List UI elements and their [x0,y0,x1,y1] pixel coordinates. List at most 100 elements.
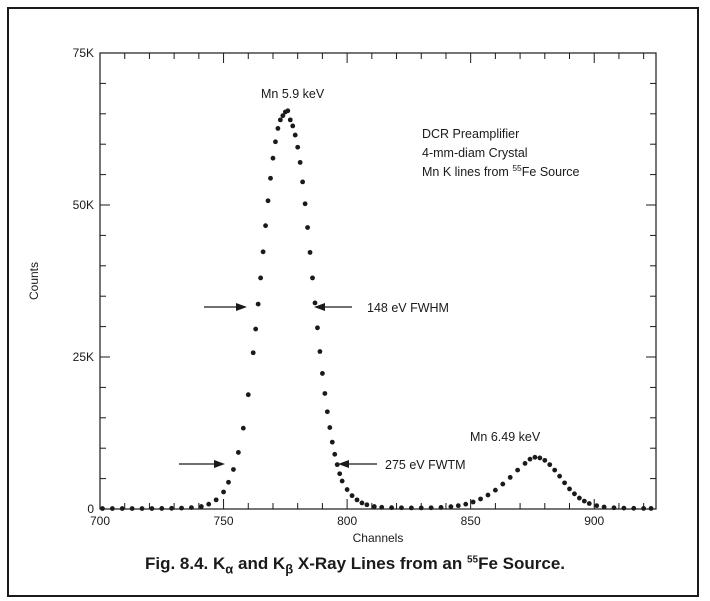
x-tick-label: 900 [584,514,604,528]
x-tick-label: 800 [337,514,357,528]
fwtm-annotation: 275 eV FWTM [179,458,466,472]
y-tick-label: 0 [87,502,94,516]
data-point [273,139,278,145]
data-point [354,497,360,503]
x-tick-label: 850 [461,514,481,528]
fwhm-arrow-right-head [314,303,325,311]
caption-suffix: Fe Source. [478,554,566,573]
data-point [339,478,345,484]
fwhm-arrow-left-head [236,303,247,311]
y-axis-label: Counts [27,262,41,300]
y-tick-label: 50K [73,198,94,212]
data-point [567,486,572,492]
data-point [631,505,637,511]
data-point [478,496,483,502]
data-point [507,474,513,480]
data-point [428,505,434,511]
info-line-preamplifier: DCR Preamplifier [422,127,519,141]
info-line-source: Mn K lines from 55Fe Source [422,163,579,179]
data-point [581,498,587,504]
caption-middle: X-Ray Lines from an [293,554,467,573]
info-box-text: DCR Preamplifier 4-mm-diam Crystal Mn K … [422,127,579,179]
y-tick-label: 25K [73,350,94,364]
data-point [268,175,273,181]
data-point [438,505,444,510]
data-point [371,504,377,509]
data-point [235,450,241,455]
data-point [290,123,296,129]
plot-area-border [99,52,657,510]
x-axis-label: Channels [353,531,404,545]
data-point [179,505,184,511]
data-point [287,117,293,123]
data-point [302,201,308,207]
info-line-source-prefix: Mn K lines from [422,165,512,179]
caption-beta: β [285,561,294,577]
figure-caption: Fig. 8.4. Kα and Kβ X-Ray Lines from an … [9,554,701,576]
peak-label-mn-6-49-kev: Mn 6.49 keV [470,430,541,444]
data-point [100,506,105,511]
data-point [263,223,268,229]
data-point [169,505,175,511]
data-point [277,117,283,123]
data-point [515,467,521,473]
fwtm-label: 275 eV FWTM [385,458,466,472]
y-tick-label: 75K [73,46,94,60]
data-point [349,493,355,499]
data-point [275,125,281,131]
data-point [648,506,654,511]
data-point [322,391,328,396]
data-point [418,505,424,511]
tick-labels: 0 25K 50K 75K 700 750 800 850 900 [73,46,605,528]
data-point [226,479,231,485]
caption-prefix: Fig. 8.4. K [144,554,226,573]
data-point [245,392,251,398]
data-point [270,155,276,161]
info-line-crystal: 4-mm-diam Crystal [422,146,528,160]
data-point [586,501,592,506]
data-point [307,250,313,255]
data-point [611,505,617,511]
data-point [379,504,385,510]
data-point [621,505,627,511]
data-point [527,456,533,462]
data-point [260,249,266,255]
data-point [324,409,330,415]
data-point [109,506,115,511]
data-point [327,425,333,430]
data-point [139,506,145,511]
data-point [522,461,528,466]
info-line-source-mass: 55 [512,163,522,173]
data-point [547,462,553,468]
data-point [408,505,414,511]
data-point [594,503,600,509]
data-point [295,144,301,150]
data-point [317,349,323,354]
data-point [198,504,204,509]
data-point [297,160,303,165]
data-point [292,132,298,138]
data-point [576,495,582,501]
data-point [470,499,476,505]
data-point [255,301,261,307]
data-point [364,502,370,508]
data-point [572,491,577,497]
data-point [448,504,454,510]
data-point [359,500,365,506]
data-point [562,480,567,486]
data-point [337,471,343,477]
figure-frame: 0 25K 50K 75K 700 750 800 850 900 Channels Count… [7,7,699,597]
data-point [213,497,219,503]
data-point [344,487,350,492]
caption-and-k: and K [233,554,286,573]
data-point [601,504,607,510]
data-point [159,506,165,511]
chart: 0 25K 50K 75K 700 750 800 850 900 Channels Count… [27,46,657,545]
data-point [280,113,286,119]
data-point [250,350,256,356]
fwhm-annotation: 148 eV FWHM [204,301,449,315]
data-point [463,501,469,507]
data-points [100,108,654,511]
data-point [500,481,506,487]
ticks [99,52,656,510]
